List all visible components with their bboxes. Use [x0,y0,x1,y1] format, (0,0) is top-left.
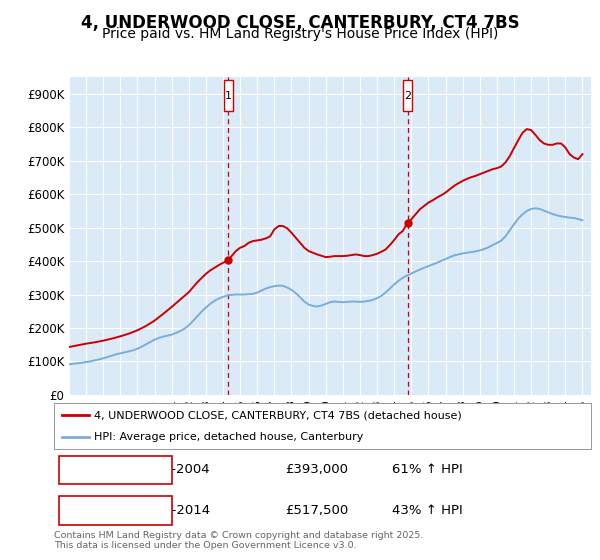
FancyBboxPatch shape [403,81,412,111]
Text: HPI: Average price, detached house, Canterbury: HPI: Average price, detached house, Cant… [94,432,364,442]
Text: 23-APR-2004: 23-APR-2004 [124,463,209,477]
Text: Price paid vs. HM Land Registry's House Price Index (HPI): Price paid vs. HM Land Registry's House … [102,27,498,41]
Text: 4, UNDERWOOD CLOSE, CANTERBURY, CT4 7BS: 4, UNDERWOOD CLOSE, CANTERBURY, CT4 7BS [80,14,520,32]
Text: Contains HM Land Registry data © Crown copyright and database right 2025.
This d: Contains HM Land Registry data © Crown c… [54,531,424,550]
Text: 1: 1 [111,463,120,477]
Text: 2: 2 [404,91,411,101]
Text: 43% ↑ HPI: 43% ↑ HPI [392,504,463,517]
Text: 16-OCT-2014: 16-OCT-2014 [124,504,211,517]
Text: £393,000: £393,000 [285,463,348,477]
FancyBboxPatch shape [59,496,172,525]
FancyBboxPatch shape [224,81,233,111]
Text: 1: 1 [225,91,232,101]
Text: 61% ↑ HPI: 61% ↑ HPI [392,463,463,477]
Text: 2: 2 [111,504,120,517]
Text: 4, UNDERWOOD CLOSE, CANTERBURY, CT4 7BS (detached house): 4, UNDERWOOD CLOSE, CANTERBURY, CT4 7BS … [94,410,462,420]
Text: £517,500: £517,500 [285,504,348,517]
FancyBboxPatch shape [59,455,172,484]
